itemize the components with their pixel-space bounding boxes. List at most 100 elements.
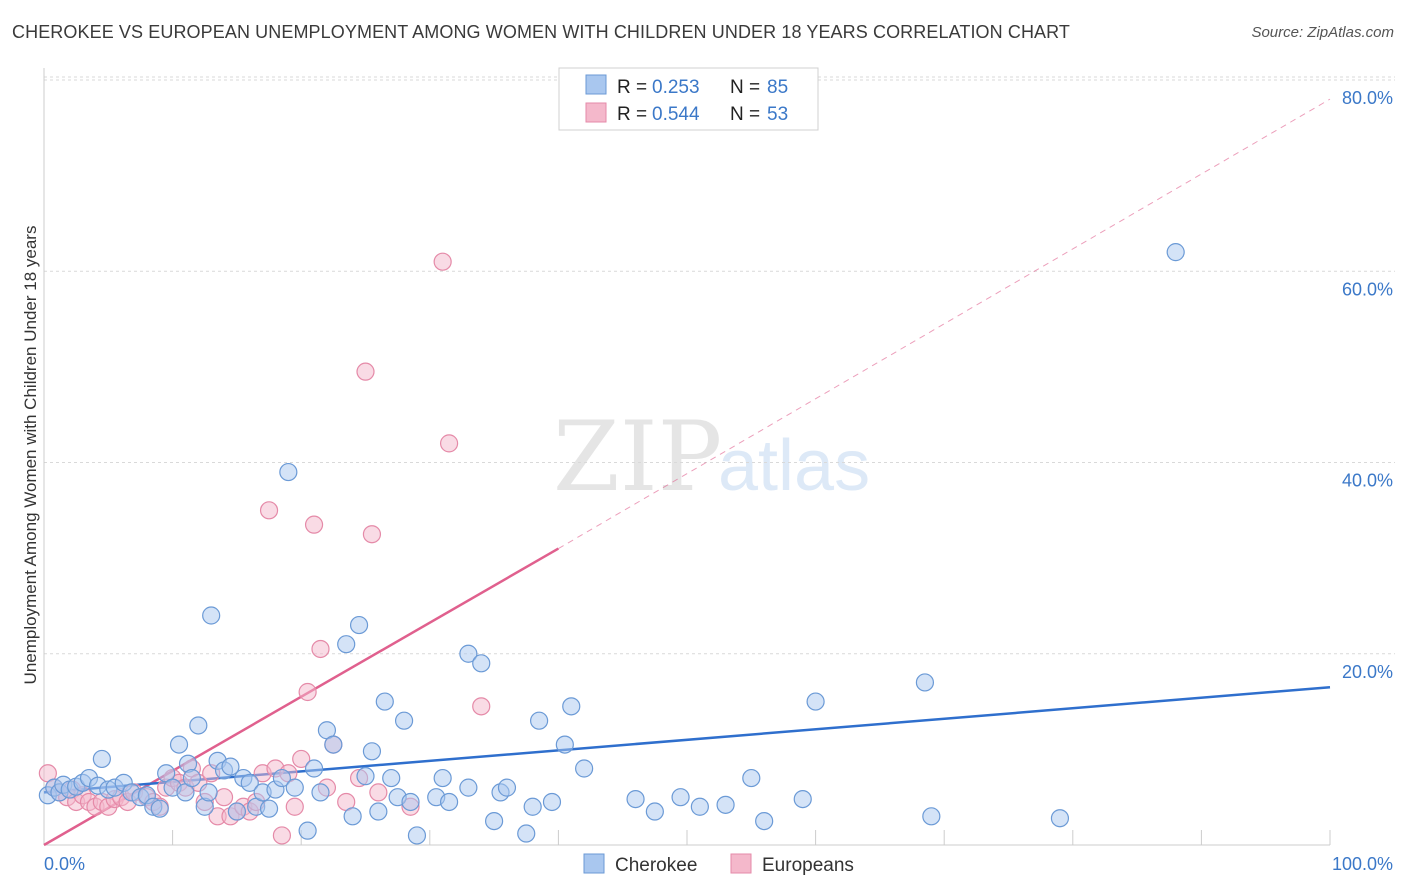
cherokee-point-30 <box>221 757 240 776</box>
cherokee-point-48 <box>349 615 369 635</box>
cherokee-point-75 <box>645 802 664 821</box>
cherokee-point-84 <box>922 807 941 826</box>
europeans-trend-extension <box>558 98 1331 549</box>
cherokee-point-71 <box>555 735 574 754</box>
cherokee-point-82 <box>806 692 825 711</box>
legend-swatch-cherokee <box>585 74 607 95</box>
cherokee-point-83 <box>915 673 935 692</box>
cherokee-point-17 <box>150 799 169 818</box>
cherokee-points <box>38 243 1185 845</box>
cherokee-point-59 <box>433 768 452 788</box>
watermark: ZIP atlas <box>553 401 870 513</box>
cherokee-point-81 <box>793 789 812 809</box>
cherokee-point-38 <box>272 768 292 788</box>
cherokee-point-67 <box>517 824 536 843</box>
europeans-point-34 <box>259 501 279 520</box>
legend-r-value-europeans: 0.544 <box>652 104 700 125</box>
x-tick-label-1: 100.0% <box>1332 854 1393 874</box>
cherokee-point-76 <box>671 788 690 807</box>
cherokee-point-53 <box>382 768 401 788</box>
cherokee-point-63 <box>472 654 491 673</box>
cherokee-point-56 <box>401 792 420 812</box>
cherokee-point-43 <box>311 783 330 802</box>
cherokee-point-33 <box>240 773 259 792</box>
legend-r-label-europeans: R = <box>617 104 647 125</box>
cherokee-point-62 <box>459 644 478 663</box>
cherokee-point-69 <box>530 711 549 730</box>
cherokee-point-77 <box>690 797 709 816</box>
series-legend: Cherokee Europeans <box>583 853 854 876</box>
legend-n-value-europeans: 53 <box>767 104 788 125</box>
cherokee-point-80 <box>755 811 774 831</box>
europeans-point-39 <box>292 749 311 769</box>
cherokee-point-68 <box>523 797 542 816</box>
cherokee-point-39 <box>279 462 298 482</box>
cherokee-point-49 <box>356 767 375 786</box>
europeans-point-47 <box>356 362 375 381</box>
cherokee-point-73 <box>575 759 594 778</box>
cherokee-point-74 <box>626 789 645 809</box>
legend-r-value-cherokee: 0.253 <box>652 77 700 98</box>
y-axis-title: Unemployment Among Women with Children U… <box>21 226 40 685</box>
legend-n-label-europeans: N = <box>730 104 760 125</box>
europeans-point-51 <box>433 252 452 271</box>
axes <box>43 68 1331 846</box>
bottom-legend-swatch-europeans <box>730 853 752 874</box>
cherokee-point-55 <box>394 711 414 730</box>
europeans-point-38 <box>285 797 304 816</box>
source-attribution: Source: ZipAtlas.com <box>1251 24 1394 41</box>
bottom-legend-label-cherokee: Cherokee <box>615 855 697 876</box>
cherokee-point-79 <box>742 768 761 788</box>
tick-labels: 20.0% 40.0% 60.0% 80.0% 0.0% 100.0% <box>44 88 1393 874</box>
cherokee-point-78 <box>716 795 735 814</box>
cherokee-point-26 <box>199 783 218 802</box>
europeans-point-36 <box>272 826 292 845</box>
europeans-point-48 <box>362 525 382 544</box>
cherokee-point-23 <box>182 768 201 788</box>
europeans-point-53 <box>472 697 491 716</box>
bottom-legend-swatch-cherokee <box>583 853 605 874</box>
cherokee-point-9 <box>92 749 111 769</box>
legend-n-label-cherokee: N = <box>730 77 760 98</box>
cherokee-point-66 <box>497 778 517 797</box>
y-tick-label-0: 20.0% <box>1342 662 1393 682</box>
y-tick-label-2: 60.0% <box>1342 279 1393 299</box>
cherokee-point-46 <box>337 635 356 654</box>
cherokee-point-27 <box>202 606 221 625</box>
y-tick-label-1: 40.0% <box>1342 471 1393 491</box>
legend-n-value-cherokee: 85 <box>767 77 788 98</box>
europeans-point-52 <box>439 434 459 453</box>
europeans-point-40 <box>298 682 317 702</box>
cherokee-point-70 <box>542 792 562 812</box>
chart-title: CHEROKEE VS EUROPEAN UNEMPLOYMENT AMONG … <box>12 22 1071 42</box>
cherokee-point-60 <box>439 792 459 812</box>
cherokee-point-31 <box>227 802 246 821</box>
watermark-atlas: atlas <box>718 426 870 506</box>
cherokee-point-61 <box>459 778 478 797</box>
watermark-zip: ZIP <box>553 401 722 513</box>
y-tick-label-3: 80.0% <box>1342 88 1393 108</box>
cherokee-point-86 <box>1166 243 1185 262</box>
cherokee-point-50 <box>362 742 382 761</box>
cherokee-point-42 <box>304 759 324 778</box>
europeans-point-41 <box>304 515 324 534</box>
cherokee-point-85 <box>1050 809 1070 828</box>
europeans-point-42 <box>311 639 330 659</box>
cherokee-point-52 <box>375 692 394 711</box>
cherokee-point-24 <box>189 716 208 735</box>
cherokee-point-40 <box>285 778 304 797</box>
cherokee-point-20 <box>169 735 189 754</box>
cherokee-point-36 <box>259 799 279 818</box>
europeans-point-27 <box>214 788 234 807</box>
cherokee-point-51 <box>369 802 388 821</box>
stats-legend: R = 0.253 N = 85 R = 0.544 N = 53 <box>558 67 819 131</box>
grid <box>44 76 1395 655</box>
cherokee-point-47 <box>343 807 362 826</box>
bottom-legend-label-europeans: Europeans <box>762 855 854 876</box>
legend-swatch-europeans <box>585 102 607 123</box>
x-tick-label-0: 0.0% <box>44 854 85 874</box>
cherokee-point-41 <box>298 821 317 840</box>
cherokee-point-72 <box>562 697 581 716</box>
cherokee-point-64 <box>485 811 504 831</box>
